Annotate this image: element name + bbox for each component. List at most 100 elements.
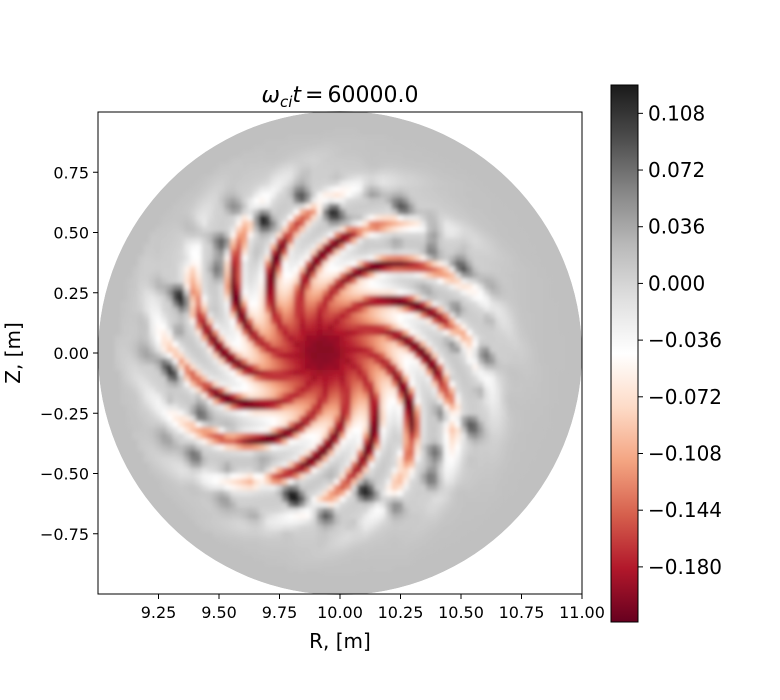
field-cell xyxy=(172,318,179,325)
field-cell xyxy=(547,352,554,360)
field-cell xyxy=(282,237,289,245)
field-cell xyxy=(241,542,249,549)
field-cell xyxy=(414,381,421,388)
field-cell xyxy=(316,289,324,296)
field-cell xyxy=(299,501,306,509)
field-cell xyxy=(247,186,254,193)
field-cell xyxy=(201,415,208,423)
field-cell xyxy=(380,553,387,560)
field-cell xyxy=(305,278,312,285)
field-cell xyxy=(443,157,450,164)
field-cell xyxy=(512,421,519,428)
field-cell xyxy=(293,312,300,319)
field-cell xyxy=(380,163,387,170)
field-cell xyxy=(454,324,462,331)
field-cell xyxy=(524,461,531,469)
field-cell xyxy=(282,542,289,549)
field-cell xyxy=(235,318,243,325)
field-cell xyxy=(431,473,439,480)
field-cell xyxy=(155,444,162,451)
field-cell xyxy=(420,433,427,440)
field-cell xyxy=(166,214,174,222)
field-cell xyxy=(287,530,295,537)
field-cell xyxy=(333,266,341,273)
field-cell xyxy=(489,352,496,360)
field-cell xyxy=(207,358,214,365)
field-cell xyxy=(201,232,208,239)
field-cell xyxy=(224,186,231,193)
title-variable: t xyxy=(292,83,302,108)
field-cell xyxy=(524,283,531,291)
field-cell xyxy=(385,473,393,480)
field-cell xyxy=(466,381,473,388)
field-cell xyxy=(161,335,168,342)
field-cell xyxy=(443,530,450,537)
field-cell xyxy=(391,427,398,434)
field-cell xyxy=(143,427,151,434)
field-cell xyxy=(264,513,272,520)
field-cell xyxy=(351,519,358,526)
field-cell xyxy=(132,272,139,279)
field-cell xyxy=(512,433,519,440)
field-cell xyxy=(241,346,249,354)
field-cell xyxy=(362,163,370,170)
field-cell xyxy=(380,243,387,251)
field-cell xyxy=(201,312,208,319)
field-cell xyxy=(178,496,185,503)
field-cell xyxy=(218,283,226,291)
field-cell xyxy=(235,329,243,337)
field-cell xyxy=(235,174,243,182)
field-cell xyxy=(270,387,277,394)
field-cell xyxy=(385,289,393,296)
field-cell xyxy=(420,530,427,537)
field-cell xyxy=(207,220,214,228)
field-cell xyxy=(149,358,156,365)
field-cell xyxy=(356,301,364,308)
field-cell xyxy=(299,278,306,285)
field-cell xyxy=(247,329,254,337)
field-cell xyxy=(166,467,174,474)
field-cell xyxy=(299,455,306,463)
field-cell xyxy=(339,369,347,377)
field-cell xyxy=(472,392,479,400)
field-cell xyxy=(408,398,416,405)
field-cell xyxy=(374,301,381,308)
field-cell xyxy=(305,318,312,325)
field-cell xyxy=(541,421,548,428)
field-cell xyxy=(166,421,174,428)
field-cell xyxy=(506,318,514,325)
field-cell xyxy=(322,375,329,382)
field-heatmap xyxy=(98,111,582,595)
field-cell xyxy=(230,220,237,228)
field-cell xyxy=(426,272,433,279)
field-cell xyxy=(155,289,162,296)
field-cell xyxy=(310,260,318,268)
field-cell xyxy=(426,392,433,400)
field-cell xyxy=(477,496,485,503)
field-cell xyxy=(184,192,191,199)
field-cell xyxy=(512,450,519,457)
field-cell xyxy=(437,203,445,210)
field-cell xyxy=(264,404,272,411)
field-cell xyxy=(397,174,404,182)
field-cell xyxy=(454,381,462,388)
field-cell xyxy=(345,358,352,365)
field-cell xyxy=(328,410,335,417)
field-cell xyxy=(339,157,347,164)
field-cell xyxy=(310,501,318,509)
field-cell xyxy=(431,232,439,239)
field-cell xyxy=(397,404,404,411)
field-cell xyxy=(351,278,358,285)
field-cell xyxy=(138,427,145,434)
field-cell xyxy=(466,329,473,337)
field-cell xyxy=(489,289,496,296)
field-cell xyxy=(259,438,266,446)
field-cell xyxy=(293,226,300,233)
field-cell xyxy=(339,490,347,497)
field-cell xyxy=(420,438,427,446)
field-cell xyxy=(431,278,439,285)
field-cell xyxy=(322,157,329,164)
field-cell xyxy=(253,444,260,451)
field-cell xyxy=(385,467,393,474)
field-cell xyxy=(149,450,156,457)
